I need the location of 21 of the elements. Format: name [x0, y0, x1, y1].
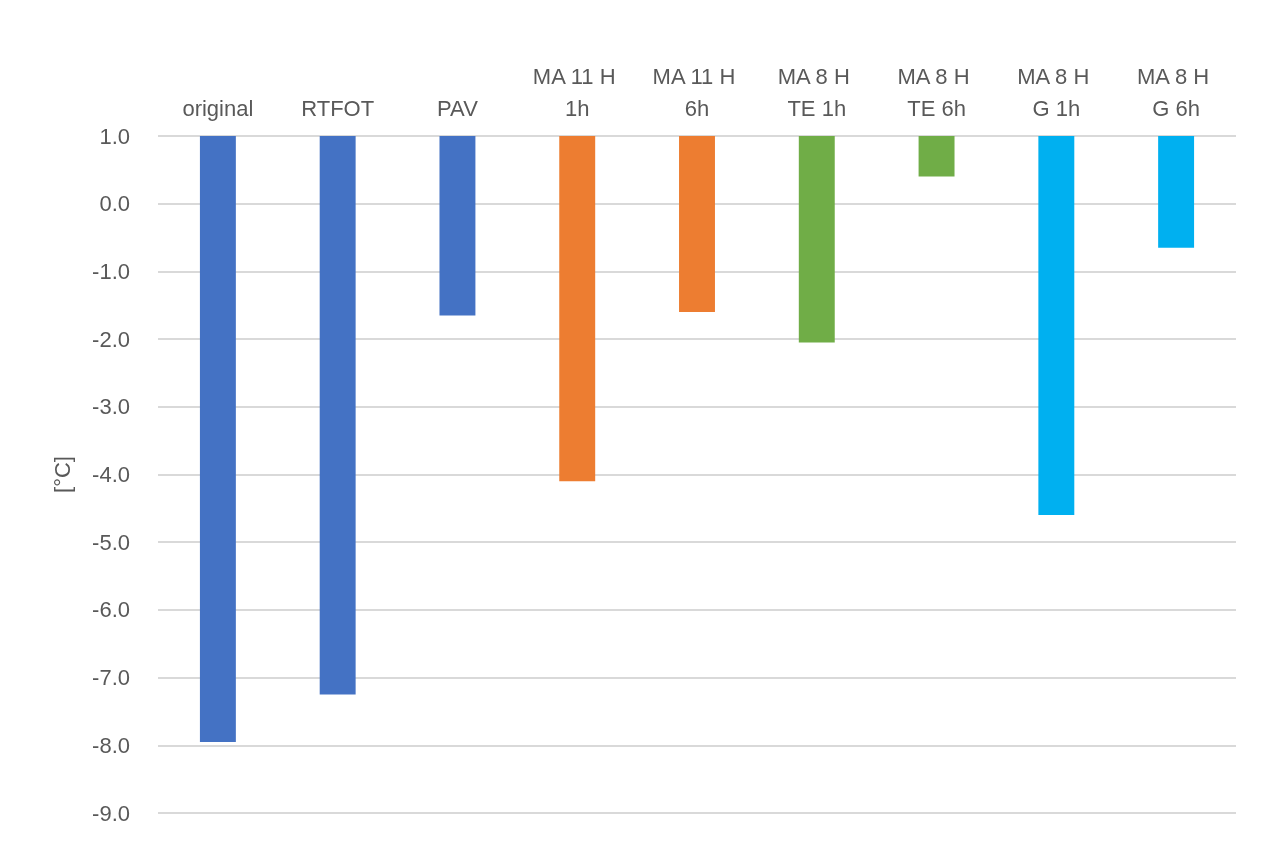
y-tick-label: -3.0 [92, 394, 130, 420]
y-tick-label: -1.0 [92, 258, 130, 284]
x-tick-label: MA 8 H G 6h [1136, 63, 1216, 121]
y-tick-label: -6.0 [92, 597, 130, 623]
x-tick-label: MA 8 H G 1h [1017, 63, 1096, 121]
x-tick-label: original [182, 95, 254, 121]
x-tick-label: MA 11 H 6h [652, 63, 742, 121]
y-tick-label: -7.0 [92, 665, 130, 691]
x-tick-label: MA 8 H TE 1h [777, 63, 856, 121]
y-tick-label: -4.0 [92, 462, 130, 487]
y-tick-label: -8.0 [92, 732, 130, 758]
y-axis-title: [°C] [49, 456, 75, 493]
x-tick-label: MA 11 H 1h [532, 63, 622, 121]
y-tick-label: -2.0 [92, 326, 130, 352]
x-tick-label: MA 8 H TE 6h [897, 63, 976, 121]
x-tick-label: PAV [437, 95, 479, 121]
y-tick-label: 1.0 [99, 123, 130, 149]
x-tick-label: RTFOT [301, 95, 375, 121]
y-tick-label: -9.0 [92, 800, 130, 826]
y-tick-label: -5.0 [92, 529, 130, 555]
y-tick-label: 0.0 [99, 191, 130, 217]
